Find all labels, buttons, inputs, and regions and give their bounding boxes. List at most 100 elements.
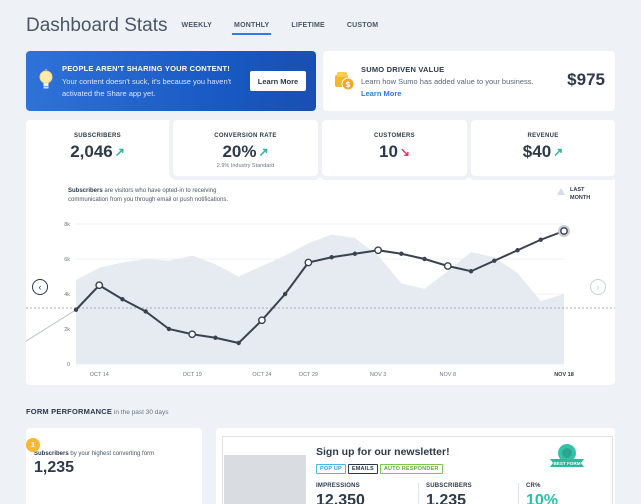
data-point (282, 291, 288, 297)
data-point (443, 262, 452, 270)
top-form-label: Subscribers by your highest converting f… (34, 451, 155, 457)
metric-divider (518, 483, 519, 504)
stat-subscribers[interactable]: SUBSCRIBERS 2,046 ↗ (26, 120, 169, 176)
data-point (560, 227, 568, 235)
form-performance-title: FORM PERFORMANCE in the past 30 days (26, 407, 169, 416)
y-tick-label: 0 (67, 362, 70, 368)
lead-in-line (26, 309, 77, 342)
x-tick-label: NOV 8 (440, 372, 457, 378)
data-point (352, 251, 358, 256)
data-point (538, 237, 543, 242)
form-title: Sign up for our newsletter! (316, 446, 450, 458)
data-point (166, 326, 172, 332)
sumo-value-card: $ SUMO DRIVEN VALUE Learn how Sumo has a… (323, 51, 615, 111)
tab-weekly[interactable]: WEEKLY (181, 22, 213, 29)
tab-custom[interactable]: CUSTOM (346, 22, 379, 29)
metric-divider (418, 483, 419, 504)
industry-standard: 2.9% Industry Standard (216, 163, 275, 169)
x-tick-label: OCT 24 (252, 372, 271, 378)
data-point (73, 307, 79, 312)
y-tick-label: 2k (64, 327, 70, 333)
subscribers-chart: 0 2k 4k 6k 8k OCT 14 OCT 19 OCT 24 OCT 29 NOV 3 NO… (26, 222, 615, 378)
y-tick-label: 4k (64, 292, 70, 298)
form-thumbnail (224, 455, 306, 504)
data-point (95, 281, 104, 290)
chart-next-button[interactable]: › (590, 279, 606, 295)
tab-monthly[interactable]: MONTHLY (232, 19, 272, 35)
page-title: Dashboard Stats (26, 15, 168, 36)
data-point (329, 255, 334, 260)
chevron-left-icon: ‹ (38, 282, 42, 292)
lightbulb-icon (39, 69, 53, 89)
learn-more-button[interactable]: Learn More (250, 71, 306, 91)
chart-description: Subscribers are visitors who have opted-… (68, 188, 229, 203)
form-tags: POP UP EMAILS AUTO RESPONDER (316, 464, 443, 474)
share-promo-banner: PEOPLE AREN'T SHARING YOUR CONTENT! Your… (26, 51, 316, 111)
trend-down-icon: ↘ (399, 145, 410, 159)
tag-popup: POP UP (316, 464, 346, 474)
data-point (468, 269, 474, 274)
stat-value: 2,046 ↗ (70, 142, 125, 161)
period-tabs: WEEKLY MONTHLY LIFETIME CUSTOM (182, 19, 379, 35)
svg-text:$: $ (345, 80, 351, 89)
trend-up-icon: ↗ (553, 145, 564, 159)
stat-label: REVENUE (527, 133, 559, 139)
trend-up-icon: ↗ (258, 145, 269, 159)
x-tick-label: OCT 29 (299, 372, 318, 378)
x-tick-label: OCT 14 (90, 372, 109, 378)
tab-lifetime[interactable]: LIFETIME (291, 22, 325, 29)
data-point (258, 316, 266, 325)
data-point (422, 256, 427, 262)
data-point (143, 309, 148, 314)
chevron-right-icon: › (596, 282, 600, 292)
promo-body: Your content doesn't suck, it's because … (62, 77, 232, 98)
data-point (374, 246, 382, 255)
y-tick-label: 8k (64, 222, 70, 228)
sumo-learn-more-link[interactable]: Learn More (361, 89, 402, 98)
stat-value: $40 ↗ (522, 142, 564, 161)
chart-prev-button[interactable]: ‹ (32, 279, 48, 295)
rank-badge: 1 (26, 438, 40, 452)
sumo-value-title: SUMO DRIVEN VALUE (361, 65, 445, 74)
stat-label: SUBSCRIBERS (74, 133, 121, 139)
x-tick-label: NOV 18 (554, 372, 574, 378)
tag-emails: EMAILS (347, 464, 378, 474)
best-form-frame (222, 436, 613, 504)
stat-customers[interactable]: CUSTOMERS 10 ↘ (322, 120, 467, 176)
subscribers-line (75, 230, 565, 345)
stat-revenue[interactable]: REVENUE $40 ↗ (471, 120, 615, 176)
data-point (236, 340, 241, 346)
top-form-summary: Subscribers by your highest converting f… (26, 428, 202, 504)
sumo-value-amount: $975 (567, 70, 605, 89)
sumo-value-body: Learn how Sumo has added value to your b… (361, 77, 534, 86)
top-form-subscribers: 1,235 (34, 459, 75, 476)
stat-value: 10 ↘ (379, 142, 410, 161)
coins-icon: $ (335, 72, 355, 91)
trend-up-icon: ↗ (114, 145, 125, 159)
data-point (188, 330, 197, 339)
stat-label: CUSTOMERS (374, 133, 415, 139)
stat-label: CONVERSION RATE (214, 133, 277, 139)
data-point (120, 297, 125, 302)
tag-auto-responder: AUTO RESPONDER (379, 464, 443, 474)
metric-impressions: IMPRESSIONS 12,350 (316, 483, 365, 504)
x-tick-label: NOV 3 (370, 372, 387, 378)
x-tick-label: OCT 19 (183, 372, 202, 378)
legend-swatch (557, 188, 565, 195)
data-point (492, 258, 497, 263)
stat-value: 20% ↗ (222, 142, 269, 161)
legend-last-month[interactable]: LAST MONTH (557, 186, 596, 202)
data-point (399, 251, 404, 256)
best-form-label: BEST FORM (553, 461, 580, 466)
data-point (515, 248, 520, 253)
best-form-badge-icon: BEST FORM (550, 444, 584, 467)
y-tick-label: 6k (64, 257, 70, 263)
metric-subscribers: SUBSCRIBERS 1,235 (426, 483, 472, 504)
promo-title: PEOPLE AREN'T SHARING YOUR CONTENT! (62, 64, 230, 73)
header: Dashboard Stats WEEKLY MONTHLY LIFETIME … (26, 12, 621, 40)
data-point (213, 335, 218, 340)
metric-cr: CR% 10% (526, 483, 559, 504)
last-month-area (76, 234, 564, 364)
stat-conversion-rate[interactable]: CONVERSION RATE 20% ↗ 2.9% Industry Stand… (173, 120, 318, 176)
data-point (304, 258, 313, 267)
